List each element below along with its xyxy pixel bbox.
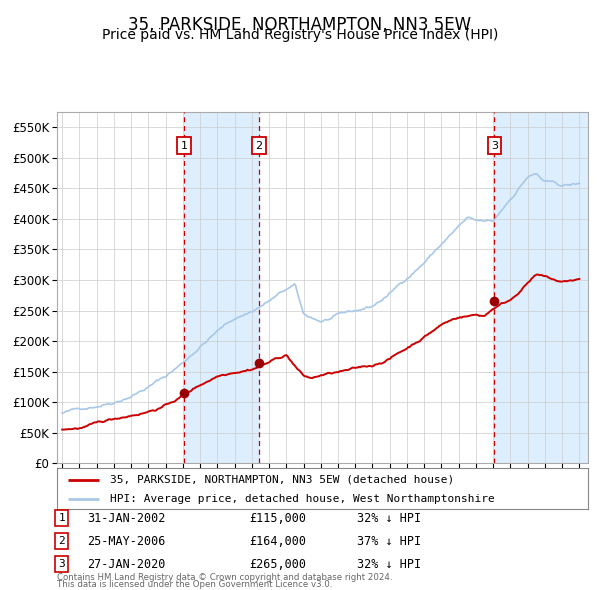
Bar (184, 112, 259, 463)
Text: 25-MAY-2006: 25-MAY-2006 (87, 535, 166, 548)
Text: 31-JAN-2002: 31-JAN-2002 (87, 512, 166, 525)
Text: 3: 3 (491, 140, 498, 150)
Text: 27-JAN-2020: 27-JAN-2020 (87, 558, 166, 571)
Text: 35, PARKSIDE, NORTHAMPTON, NN3 5EW: 35, PARKSIDE, NORTHAMPTON, NN3 5EW (128, 16, 472, 34)
Text: This data is licensed under the Open Government Licence v3.0.: This data is licensed under the Open Gov… (57, 580, 332, 589)
Text: 37% ↓ HPI: 37% ↓ HPI (357, 535, 421, 548)
Text: 32% ↓ HPI: 32% ↓ HPI (357, 558, 421, 571)
Text: 1: 1 (181, 140, 188, 150)
Bar (494, 112, 588, 463)
Text: £164,000: £164,000 (249, 535, 306, 548)
Text: 32% ↓ HPI: 32% ↓ HPI (357, 512, 421, 525)
Text: 2: 2 (255, 140, 262, 150)
Text: HPI: Average price, detached house, West Northamptonshire: HPI: Average price, detached house, West… (110, 494, 495, 503)
Text: 35, PARKSIDE, NORTHAMPTON, NN3 5EW (detached house): 35, PARKSIDE, NORTHAMPTON, NN3 5EW (deta… (110, 475, 454, 485)
Text: Contains HM Land Registry data © Crown copyright and database right 2024.: Contains HM Land Registry data © Crown c… (57, 573, 392, 582)
Text: £265,000: £265,000 (249, 558, 306, 571)
Text: Price paid vs. HM Land Registry's House Price Index (HPI): Price paid vs. HM Land Registry's House … (102, 28, 498, 42)
Text: 2: 2 (58, 536, 65, 546)
Text: £115,000: £115,000 (249, 512, 306, 525)
Text: 1: 1 (58, 513, 65, 523)
Text: 3: 3 (58, 559, 65, 569)
